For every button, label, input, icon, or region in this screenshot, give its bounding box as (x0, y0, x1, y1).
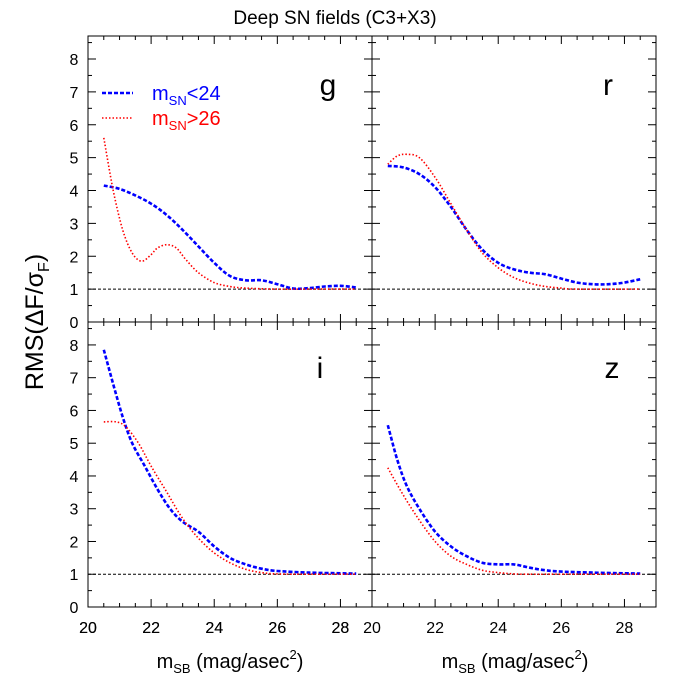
y-tick-label: 7 (70, 371, 79, 388)
x-tick-label: 20 (79, 620, 97, 637)
x-tick-label: 22 (426, 620, 444, 637)
x-tick-label: 28 (616, 620, 634, 637)
panel-r: r (371, 35, 657, 323)
y-tick-label: 4 (70, 184, 79, 201)
x-tick-label: 20 (363, 620, 381, 637)
series-line-blue (387, 164, 641, 286)
legend: mSN<24 mSN>26 (102, 83, 221, 133)
panel-label-i: i (317, 352, 324, 385)
y-tick-label: 3 (70, 216, 79, 233)
series-line-red (387, 467, 641, 576)
panel-label-g: g (320, 69, 337, 102)
panel-frame (371, 321, 657, 608)
x-tick-label: 22 (142, 620, 160, 637)
x-tick-label: 28 (332, 620, 350, 637)
x-tick-label: 24 (489, 620, 507, 637)
y-tick-label: 8 (70, 338, 79, 355)
x-axis-label-left: mSB (mag/asec2) (157, 647, 304, 676)
y-tick-label: 0 (70, 315, 79, 332)
panel-label-r: r (603, 69, 613, 102)
series-line-red (387, 153, 641, 290)
panel-frame (87, 321, 373, 608)
x-tick-label: 26 (552, 620, 570, 637)
x-tick-label: 26 (268, 620, 286, 637)
x-axis-label-right: mSB (mag/asec2) (442, 647, 589, 676)
panel-label-z: z (605, 352, 620, 385)
panel-frame (371, 35, 657, 323)
series-line-blue (102, 349, 357, 575)
x-tick-label: 20 (79, 620, 97, 637)
series-line-red (103, 420, 357, 576)
legend-label-red: mSN>26 (152, 108, 221, 133)
y-tick-label: 0 (70, 600, 79, 617)
y-tick-label: 5 (70, 151, 79, 168)
legend-label-blue: mSN<24 (152, 83, 221, 108)
x-tick-label: 24 (205, 620, 223, 637)
y-tick-label: 5 (70, 436, 79, 453)
x-tick-label: 22 (142, 620, 160, 637)
x-tick-label: 28 (332, 620, 350, 637)
y-tick-label: 3 (70, 502, 79, 519)
y-tick-label: 4 (70, 469, 79, 486)
series-line-blue (386, 424, 641, 575)
chart-title: Deep SN fields (C3+X3) (233, 8, 436, 29)
y-tick-label: 2 (70, 249, 79, 266)
y-tick-label: 1 (70, 282, 79, 299)
panel-z: 20 22 24 26 28 z (363, 321, 657, 637)
y-tick-label: 1 (70, 567, 79, 584)
y-tick-label: 8 (70, 52, 79, 69)
y-tick-label: 6 (70, 118, 79, 135)
y-axis-label: RMS(ΔF/σF) (21, 254, 53, 390)
x-tick-label: 26 (268, 620, 286, 637)
x-tick-label: 24 (205, 620, 223, 637)
y-tick-label: 7 (70, 85, 79, 102)
y-tick-label: 6 (70, 403, 79, 420)
panel-i: 0 1 2 3 4 5 6 7 8 20 22 24 26 28 i (70, 321, 373, 637)
series-line-blue (103, 184, 357, 291)
y-tick-label: 2 (70, 534, 79, 551)
series-line-red (103, 137, 357, 290)
